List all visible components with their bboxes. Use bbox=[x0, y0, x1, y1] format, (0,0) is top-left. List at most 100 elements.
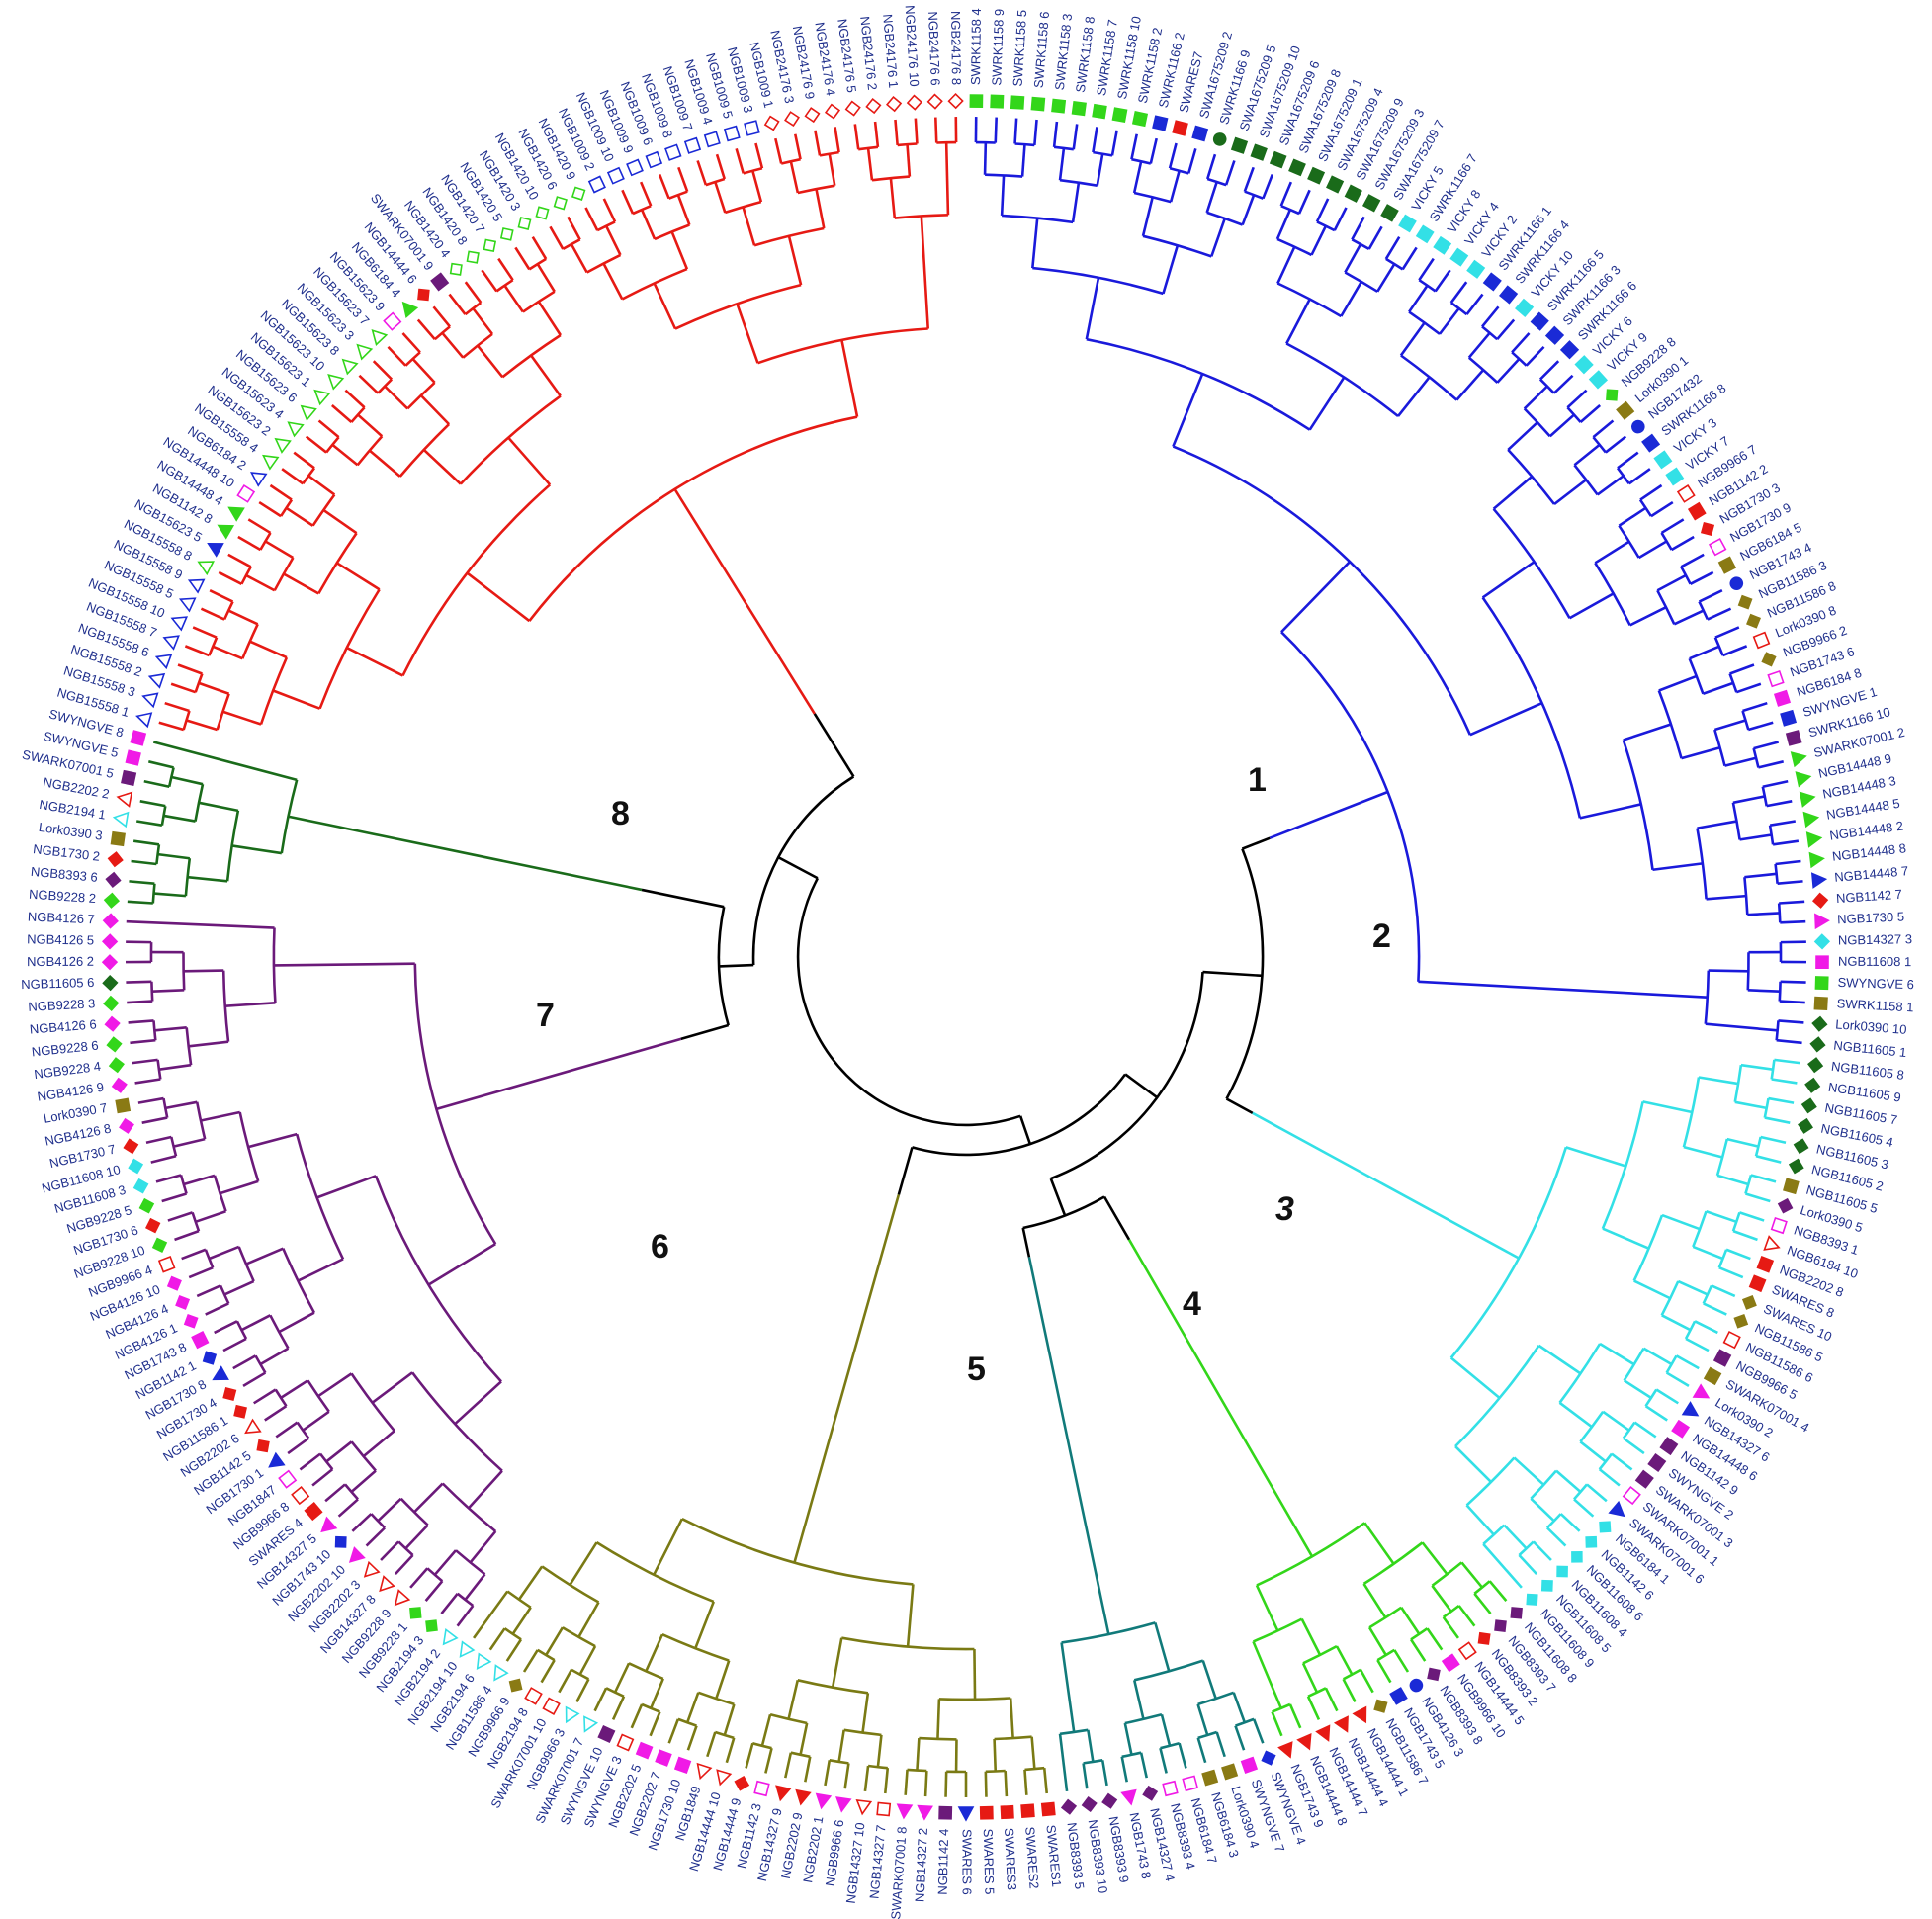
dendrogram-arc bbox=[397, 1540, 414, 1556]
dendrogram-branch bbox=[706, 1731, 717, 1758]
leaf-marker-shape bbox=[222, 1387, 237, 1401]
dendrogram-branch bbox=[153, 892, 187, 898]
leaf-marker-shape bbox=[524, 1687, 543, 1705]
dendrogram-branch bbox=[253, 1388, 277, 1405]
leaf-marker-shape bbox=[1599, 1521, 1612, 1533]
leaf-marker bbox=[979, 1805, 994, 1820]
leaf-marker-shape bbox=[1162, 1780, 1179, 1797]
leaf-marker bbox=[1798, 1117, 1813, 1134]
leaf-marker bbox=[115, 1097, 132, 1114]
dendrogram-arc bbox=[1598, 1452, 1614, 1471]
cluster-root-stem bbox=[1269, 790, 1389, 839]
leaf-marker-shape bbox=[1092, 103, 1107, 120]
leaf-marker bbox=[1326, 175, 1345, 194]
leaf-marker-shape bbox=[178, 597, 197, 613]
leaf-label: NGB9228 6 bbox=[31, 1038, 99, 1060]
dendrogram-branch bbox=[1744, 872, 1777, 879]
leaf-marker bbox=[175, 1294, 191, 1310]
leaf-marker-shape bbox=[673, 1756, 692, 1774]
leaf-marker bbox=[141, 692, 159, 709]
leaf-marker-shape bbox=[442, 1627, 459, 1646]
leaf-marker-shape bbox=[1191, 125, 1209, 142]
leaf-label: NGB11605 1 bbox=[1833, 1038, 1907, 1061]
dendrogram-branch bbox=[1661, 1213, 1701, 1231]
dendrogram-branch bbox=[1670, 535, 1695, 552]
dendrogram-arc bbox=[1558, 1343, 1602, 1404]
dendrogram-arc bbox=[222, 601, 234, 621]
dendrogram-branch bbox=[377, 1497, 402, 1523]
dendrogram-branch bbox=[209, 589, 234, 603]
leaf-marker bbox=[1733, 1313, 1749, 1329]
leaf-marker bbox=[1101, 1792, 1118, 1809]
leaf-marker-shape bbox=[597, 1724, 616, 1744]
dendrogram-branch bbox=[324, 1483, 346, 1503]
leaf-marker bbox=[1191, 125, 1209, 142]
dendrogram-arc bbox=[1302, 1644, 1338, 1665]
dendrogram-branch bbox=[1087, 1729, 1095, 1763]
leaf-marker bbox=[1780, 709, 1798, 727]
leaf-marker-shape bbox=[1540, 1579, 1553, 1592]
dendrogram-branch bbox=[1780, 980, 1806, 984]
dendrogram-branch bbox=[1315, 198, 1330, 222]
cluster-label-1: 1 bbox=[1248, 761, 1267, 799]
leaf-label: SWRK1158 1 bbox=[1836, 996, 1913, 1014]
leaf-marker bbox=[1000, 1804, 1014, 1820]
leaf-marker-shape bbox=[1482, 272, 1502, 292]
leaf-marker bbox=[132, 1178, 149, 1194]
leaf-marker-shape bbox=[379, 1575, 395, 1593]
leaf-marker bbox=[1510, 1607, 1523, 1619]
leaf-marker-shape bbox=[1653, 450, 1673, 470]
leaf-marker-shape bbox=[1676, 484, 1696, 503]
leaf-label: NGB14448 8 bbox=[1831, 840, 1906, 864]
leaf-marker-shape bbox=[587, 175, 606, 194]
dendrogram-branch bbox=[1262, 174, 1274, 200]
leaf-marker-shape bbox=[1030, 96, 1046, 112]
leaf-marker bbox=[1811, 1015, 1828, 1032]
leaf-label: NGB24176 10 bbox=[903, 5, 922, 87]
dendrogram-arc bbox=[401, 483, 552, 676]
dendrogram-branch bbox=[1760, 1135, 1787, 1144]
dendrogram-arc bbox=[259, 656, 289, 725]
dendrogram-branch bbox=[128, 1019, 154, 1024]
leaf-marker bbox=[154, 654, 173, 670]
leaf-marker bbox=[202, 1351, 218, 1365]
dendrogram-branch bbox=[994, 117, 998, 143]
leaf-marker bbox=[1030, 96, 1046, 112]
dendrogram-branch bbox=[861, 1693, 870, 1733]
leaf-marker bbox=[1756, 1256, 1775, 1273]
leaf-marker bbox=[499, 227, 514, 241]
dendrogram-branch bbox=[1747, 912, 1780, 916]
dendrogram-branch bbox=[330, 403, 353, 424]
dendrogram-branch bbox=[1210, 218, 1226, 257]
dendrogram-arc bbox=[1481, 325, 1499, 341]
dendrogram-branch bbox=[346, 646, 404, 677]
leaf-marker-shape bbox=[394, 1589, 411, 1607]
dendrogram-branch bbox=[227, 553, 252, 568]
dendrogram-branch bbox=[129, 880, 155, 886]
dendrogram-branch bbox=[536, 263, 556, 293]
leaf-label: Lork0390 3 bbox=[38, 820, 104, 843]
dendrogram-branch bbox=[464, 281, 483, 304]
dendrogram-arc bbox=[1385, 257, 1404, 271]
dendrogram-branch bbox=[157, 852, 190, 860]
leaf-marker bbox=[583, 1715, 599, 1733]
dendrogram-branch bbox=[1594, 540, 1630, 565]
dendrogram-branch bbox=[686, 1725, 698, 1751]
leaf-marker-shape bbox=[320, 1516, 338, 1533]
leaf-marker bbox=[121, 769, 137, 786]
dendrogram-branch bbox=[131, 859, 157, 866]
leaf-marker-shape bbox=[1142, 1785, 1159, 1801]
leaf-marker bbox=[645, 150, 663, 169]
dendrogram-arc bbox=[1741, 710, 1750, 731]
dendrogram-branch bbox=[584, 207, 599, 231]
dendrogram-branch bbox=[735, 148, 746, 174]
leaf-label: NGB8393 10 bbox=[1086, 1819, 1111, 1895]
dendrogram-branch bbox=[645, 1633, 664, 1672]
dendrogram-branch bbox=[920, 216, 930, 329]
dendrogram-branch bbox=[507, 436, 552, 486]
leaf-marker bbox=[1793, 1138, 1809, 1155]
leaf-marker bbox=[508, 1678, 523, 1693]
dendrogram-arc bbox=[221, 970, 230, 1042]
leaf-marker bbox=[1020, 1803, 1035, 1818]
trunk-arc bbox=[717, 906, 730, 1026]
